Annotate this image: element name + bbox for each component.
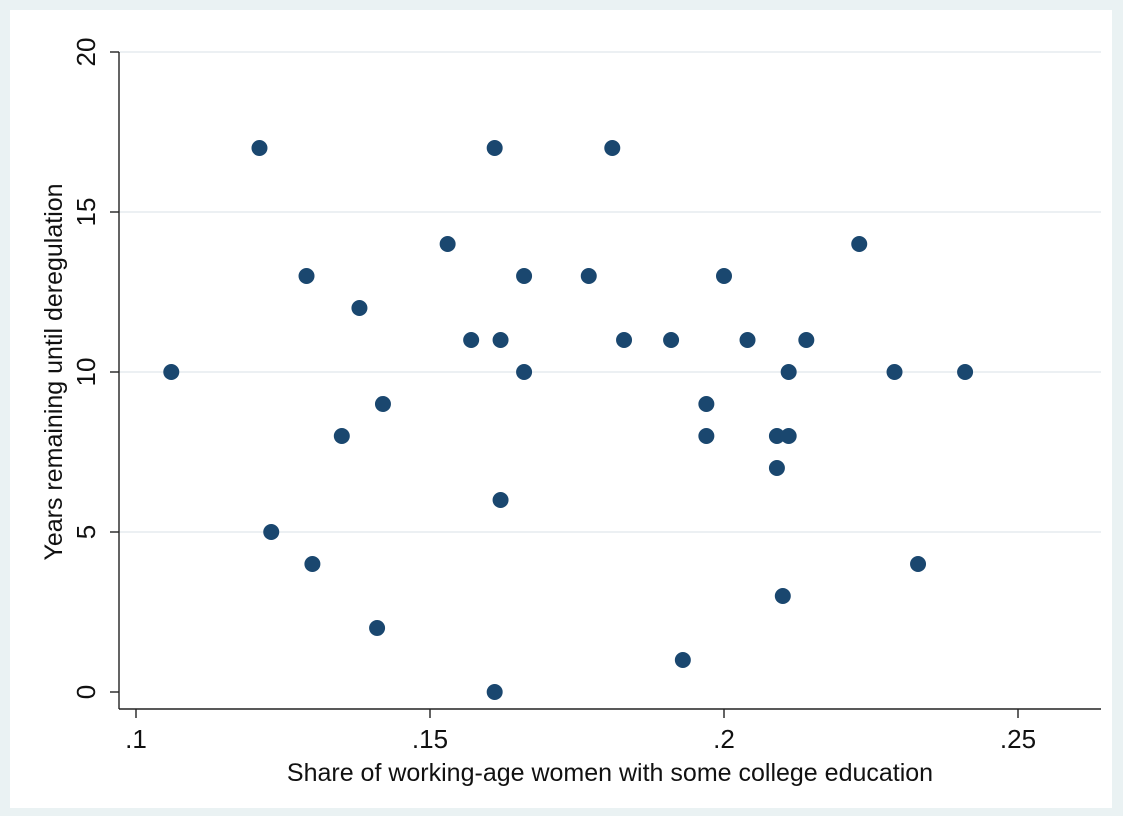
y-tick-label: 20 [71,38,101,67]
scatter-point [739,332,756,348]
scatter-point [716,268,732,284]
scatter-point [774,588,791,604]
x-tick-label: .25 [1000,724,1036,754]
scatter-point [768,460,785,476]
y-tick-label: 5 [71,525,101,539]
scatter-point [304,556,321,572]
scatter-point [957,364,974,380]
scatter-point [674,652,691,668]
scatter-point [780,364,797,380]
scatter-point [163,364,180,380]
x-tick-label: .1 [125,724,147,754]
scatter-point [374,396,391,412]
axes: 0 5 10 15 20 .1 .15 .2 .25 [71,38,1101,754]
scatter-point [369,620,386,636]
scatter-point [298,268,315,284]
grid-lines [119,51,1101,533]
y-tick-label: 15 [71,198,101,227]
scatter-point [663,332,680,348]
scatter-point [698,428,715,444]
scatter-point [263,524,280,540]
scatter-point [768,428,785,444]
scatter-point [604,140,621,156]
data-points [163,140,974,700]
scatter-point [798,332,815,348]
scatter-point [439,236,456,252]
scatter-point [463,332,480,348]
scatter-point [251,140,268,156]
scatter-point [516,364,533,380]
scatter-point [333,428,350,444]
scatter-point [580,268,597,284]
scatter-point [698,396,715,412]
scatter-point [486,684,503,700]
scatter-point [492,492,509,508]
y-axis-title: Years remaining until deregulation [40,183,68,560]
y-tick-label: 10 [71,358,101,387]
x-axis-title: Share of working-age women with some col… [287,759,933,787]
scatter-point [351,300,368,316]
scatter-point [616,332,633,348]
y-tick-label: 0 [71,685,101,699]
plot-background [10,10,1112,808]
x-tick-label: .15 [412,724,448,754]
scatter-point [910,556,927,572]
scatter-point [851,236,868,252]
scatter-point [492,332,509,348]
x-tick-label: .2 [713,724,735,754]
scatter-point [886,364,903,380]
scatter-point [516,268,533,284]
scatter-point [486,140,503,156]
scatter-point [780,428,797,444]
